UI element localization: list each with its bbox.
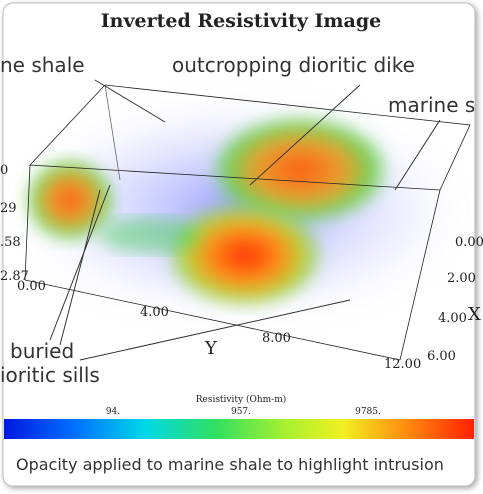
left-tick-label: 2.87	[0, 269, 29, 284]
box-edge	[24, 279, 401, 361]
annotation-lines	[49, 79, 441, 361]
pointer	[49, 184, 111, 341]
colorbar-tick-label: 957.	[231, 407, 251, 417]
pointer	[394, 119, 441, 191]
pointer	[79, 299, 351, 361]
left-tick-label: 29	[0, 201, 17, 216]
annotation: outcropping dioritic dike	[172, 53, 415, 77]
colorbar-title: Resistivity (Ohm-m)	[196, 394, 287, 405]
sill-body	[25, 158, 115, 242]
x-tick-label: 2.00	[447, 271, 476, 286]
pointer	[94, 79, 166, 123]
left-tick-label: .58	[0, 235, 21, 250]
y-tick-label: 0.00	[17, 279, 46, 294]
box-edge	[399, 189, 441, 361]
annotation: ioritic sills	[0, 363, 100, 387]
y-axis-label: Y	[204, 338, 218, 359]
pointer	[59, 189, 101, 346]
volume	[20, 100, 460, 320]
box-edges	[24, 84, 471, 361]
intrusion-body	[165, 195, 325, 305]
y-tick-label: 8.00	[262, 331, 291, 346]
y-tick-label: 4.00	[140, 305, 169, 320]
x-tick-label: 4.00	[438, 311, 467, 326]
colorbar	[4, 419, 474, 439]
box-edge	[24, 164, 31, 281]
annotation: ne shale	[0, 53, 85, 77]
box-edge	[104, 84, 121, 181]
x-tick-label: 0.00	[455, 235, 483, 250]
colorbar-tick-label: 94.	[106, 407, 120, 417]
x-tick-label: 6.00	[427, 349, 456, 364]
left-tick-label: 0	[0, 163, 8, 178]
sill-body	[100, 217, 200, 253]
colorbar-tick-label: 9785.	[355, 407, 381, 417]
annotation: marine s	[388, 93, 475, 117]
pointer	[249, 84, 361, 186]
y-tick-label: 12.00	[384, 357, 421, 372]
x-axis-label: X	[468, 304, 481, 325]
caption: Opacity applied to marine shale to highl…	[16, 455, 444, 474]
annotation: buried	[10, 339, 74, 363]
title: Inverted Resistivity Image	[101, 10, 381, 32]
